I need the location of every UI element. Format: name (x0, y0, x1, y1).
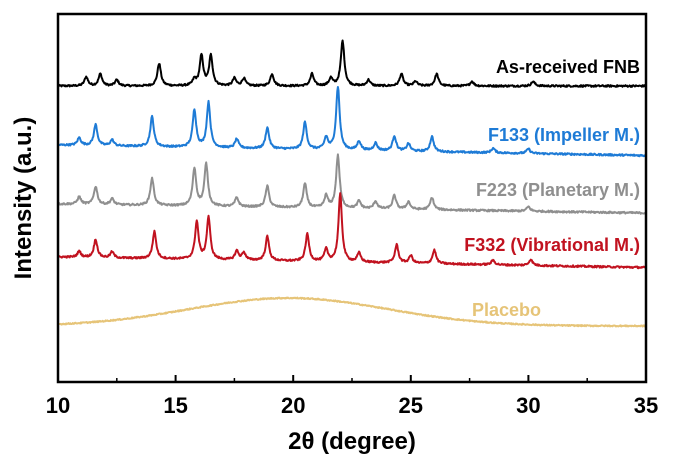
series-line (57, 296, 647, 328)
series-line (57, 85, 647, 158)
series-label: F223 (Planetary M.) (476, 180, 640, 200)
series-label: F332 (Vibrational M.) (464, 235, 640, 255)
x-tick-label: 10 (46, 393, 70, 418)
series-line (57, 39, 647, 88)
x-tick-label: 35 (634, 393, 658, 418)
x-tick-labels: 10 15 20 25 30 35 (46, 393, 658, 418)
traces (57, 39, 647, 328)
series-labels: As-received FNB F133 (Impeller M.) F223 (P… (464, 57, 640, 320)
y-axis-title: Intensity (a.u.) (10, 117, 37, 280)
x-tick-label: 30 (516, 393, 540, 418)
series-label: As-received FNB (496, 57, 640, 77)
x-tick-label: 25 (399, 393, 423, 418)
x-tick-label: 20 (281, 393, 305, 418)
x-axis-title: 2θ (degree) (288, 428, 416, 455)
x-ticks (57, 375, 647, 382)
series-label: Placebo (472, 300, 541, 320)
series-label: F133 (Impeller M.) (488, 125, 640, 145)
series-line (57, 192, 647, 270)
x-tick-label: 15 (163, 393, 187, 418)
series-line (57, 153, 647, 215)
